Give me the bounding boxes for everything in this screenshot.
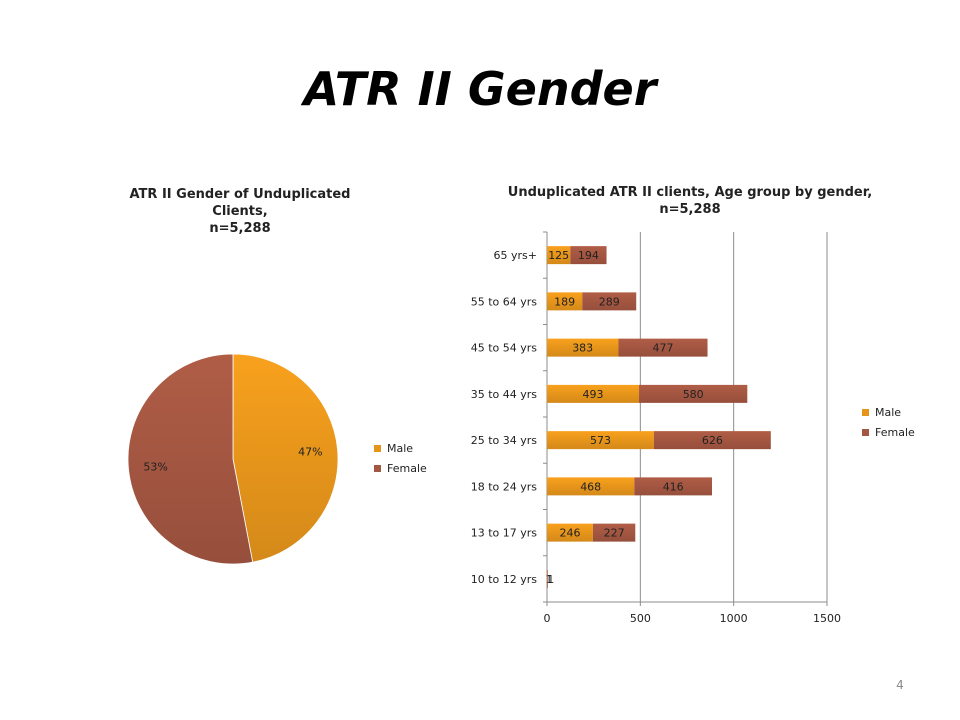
x-tick-label: 500 xyxy=(630,612,651,625)
pie-slice-female xyxy=(127,353,254,565)
bar-male xyxy=(547,292,583,311)
bar-data-label-female: 1 xyxy=(547,573,554,586)
bar-male xyxy=(547,384,640,403)
y-category-label: 55 to 64 yrs xyxy=(471,295,538,308)
bar-data-label-male: 573 xyxy=(590,434,611,447)
bar-data-label-female: 416 xyxy=(663,480,684,493)
bar-legend-male-swatch xyxy=(862,408,869,416)
pie-legend-male: Male xyxy=(374,438,427,458)
bar-female xyxy=(570,246,607,265)
y-category-label: 35 to 44 yrs xyxy=(471,388,538,401)
y-category-label: 45 to 54 yrs xyxy=(471,342,538,355)
bar-data-label-female: 580 xyxy=(683,388,704,401)
slide-title: ATR II Gender xyxy=(303,62,657,116)
pie-slice-male xyxy=(232,353,339,563)
bar-female xyxy=(618,338,708,357)
bar-legend: Male Female xyxy=(862,402,915,442)
bar-legend-female-swatch xyxy=(862,428,869,436)
bar-data-label-female: 194 xyxy=(578,249,599,262)
bar-female xyxy=(582,292,637,311)
y-category-label: 25 to 34 yrs xyxy=(471,434,538,447)
bar-male xyxy=(547,477,635,496)
bar-chart-title: Unduplicated ATR II clients, Age group b… xyxy=(500,184,880,218)
pie-legend: Male Female xyxy=(374,438,427,478)
bar-legend-female: Female xyxy=(862,422,915,442)
bar-data-label-male: 468 xyxy=(580,480,601,493)
bar-data-label-female: 227 xyxy=(604,527,625,540)
pie-title-line-2: n=5,288 xyxy=(209,221,271,236)
bar-data-label-male: 1 xyxy=(546,573,553,586)
pie-chart-title: ATR II Gender of Unduplicated Clients, n… xyxy=(110,186,370,237)
pie-legend-female-label: Female xyxy=(387,461,427,475)
pie-title-line-1: ATR II Gender of Unduplicated Clients, xyxy=(129,187,351,219)
pie-data-label-female: 53% xyxy=(143,460,167,473)
page-number: 4 xyxy=(896,678,904,692)
bar-male xyxy=(547,246,571,265)
bar-data-label-male: 189 xyxy=(554,295,575,308)
bar-female xyxy=(592,523,636,542)
pie-chart: 47% 53% xyxy=(127,353,339,565)
pie-data-label-male: 47% xyxy=(298,446,322,459)
y-category-label: 10 to 12 yrs xyxy=(471,573,538,586)
bar-female xyxy=(639,384,748,403)
bar-female xyxy=(634,477,713,496)
bar-legend-male: Male xyxy=(862,402,915,422)
pie-legend-male-label: Male xyxy=(387,441,414,455)
pie-legend-female: Female xyxy=(374,458,427,478)
bar-male xyxy=(547,431,654,450)
bar-title-line-1: Unduplicated ATR II clients, Age group b… xyxy=(507,185,873,200)
y-category-label: 18 to 24 yrs xyxy=(471,480,538,493)
bar-data-label-male: 383 xyxy=(572,342,593,355)
x-tick-label: 1500 xyxy=(813,612,841,625)
bar-data-label-male: 125 xyxy=(548,249,569,262)
bar-data-label-male: 493 xyxy=(583,388,604,401)
bar-legend-male-label: Male xyxy=(875,405,902,419)
pie-legend-male-swatch xyxy=(374,444,381,452)
bar-data-label-female: 626 xyxy=(702,434,723,447)
bar-female xyxy=(547,569,548,588)
bar-data-label-male: 246 xyxy=(560,527,581,540)
bar-data-label-female: 477 xyxy=(653,342,674,355)
bar-data-label-female: 289 xyxy=(599,295,620,308)
pie-legend-female-swatch xyxy=(374,464,381,472)
bar-female xyxy=(653,431,771,450)
bar-male xyxy=(547,338,619,357)
bar-male xyxy=(547,523,593,542)
y-category-label: 65 yrs+ xyxy=(494,249,537,262)
x-tick-label: 0 xyxy=(544,612,551,625)
y-category-label: 13 to 17 yrs xyxy=(471,527,538,540)
bar-title-line-2: n=5,288 xyxy=(659,202,721,217)
x-tick-label: 1000 xyxy=(720,612,748,625)
bar-legend-female-label: Female xyxy=(875,425,915,439)
